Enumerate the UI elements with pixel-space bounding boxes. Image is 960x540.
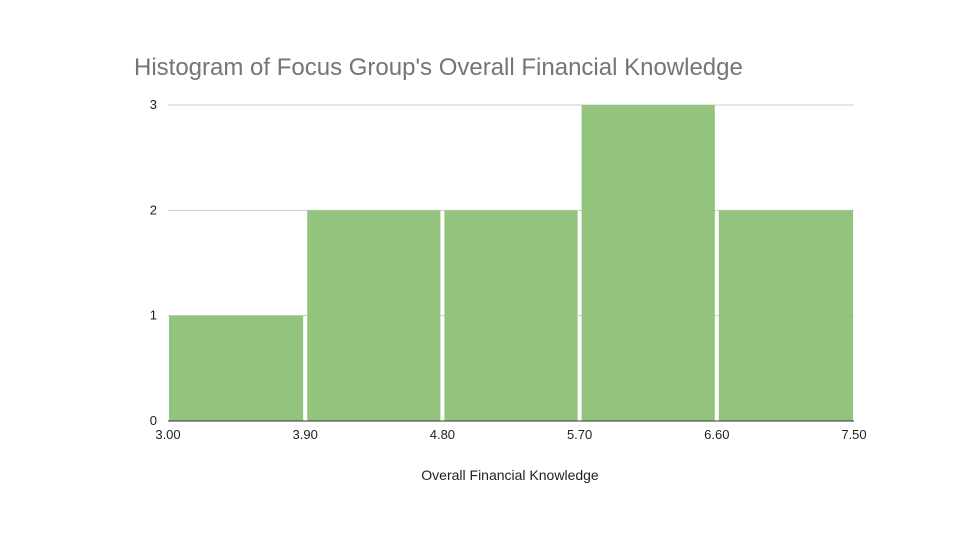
histogram-bar [169,315,304,421]
chart-title: Histogram of Focus Group's Overall Finan… [134,54,743,81]
y-tick-label: 3 [150,97,157,112]
x-tick-label: 5.70 [567,427,592,442]
axes: 0 1 2 3 3.00 3.90 4.80 5.70 6.60 7.50 [150,97,867,442]
histogram-bar [444,210,578,421]
bars [169,105,853,421]
histogram-bar [581,105,715,421]
histogram-bar [718,210,853,421]
histogram-bar [307,210,441,421]
y-tick-label: 0 [150,413,157,428]
x-axis-title: Overall Financial Knowledge [421,467,599,483]
x-tick-label: 3.90 [293,427,318,442]
y-tick-label: 1 [150,308,157,323]
x-tick-label: 3.00 [155,427,180,442]
x-tick-label: 4.80 [430,427,455,442]
x-tick-label: 7.50 [841,427,866,442]
x-tick-label: 6.60 [704,427,729,442]
y-tick-label: 2 [150,202,157,217]
